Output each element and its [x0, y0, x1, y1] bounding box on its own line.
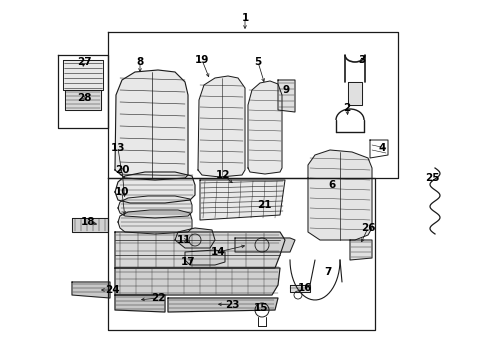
Polygon shape [200, 180, 285, 220]
Text: 18: 18 [81, 217, 95, 227]
Text: 23: 23 [224, 300, 239, 310]
Polygon shape [247, 81, 282, 174]
Text: 15: 15 [253, 303, 268, 313]
Polygon shape [115, 295, 164, 312]
Text: 26: 26 [360, 223, 374, 233]
Polygon shape [72, 218, 108, 232]
Polygon shape [118, 210, 192, 234]
Text: 10: 10 [115, 187, 129, 197]
Polygon shape [289, 285, 309, 292]
Polygon shape [307, 150, 371, 240]
Polygon shape [235, 238, 294, 252]
Text: 27: 27 [77, 57, 91, 67]
Text: 1: 1 [241, 13, 248, 23]
Polygon shape [198, 76, 244, 177]
Text: 17: 17 [181, 257, 195, 267]
Polygon shape [115, 232, 285, 268]
Text: 20: 20 [115, 165, 129, 175]
Polygon shape [65, 90, 101, 110]
Polygon shape [72, 282, 110, 298]
Polygon shape [115, 268, 280, 295]
Polygon shape [347, 82, 361, 105]
Polygon shape [115, 172, 195, 203]
Text: 6: 6 [328, 180, 335, 190]
Text: 7: 7 [324, 267, 331, 277]
Text: 4: 4 [378, 143, 385, 153]
Polygon shape [349, 240, 371, 260]
Text: 3: 3 [358, 55, 365, 65]
Polygon shape [118, 196, 192, 218]
Text: 22: 22 [150, 293, 165, 303]
Text: 13: 13 [110, 143, 125, 153]
Polygon shape [63, 60, 103, 90]
Text: 2: 2 [343, 103, 350, 113]
Text: 21: 21 [256, 200, 271, 210]
Polygon shape [184, 250, 224, 265]
Text: 9: 9 [282, 85, 289, 95]
Polygon shape [278, 80, 294, 112]
Text: 12: 12 [215, 170, 230, 180]
Polygon shape [175, 228, 215, 248]
Ellipse shape [246, 201, 268, 215]
Text: 16: 16 [297, 283, 312, 293]
Text: 24: 24 [104, 285, 119, 295]
Text: 14: 14 [210, 247, 225, 257]
Text: 5: 5 [254, 57, 261, 67]
Polygon shape [115, 70, 187, 180]
Text: 11: 11 [176, 235, 191, 245]
Text: 28: 28 [77, 93, 91, 103]
Text: 25: 25 [424, 173, 438, 183]
Text: 19: 19 [194, 55, 209, 65]
Text: 8: 8 [136, 57, 143, 67]
Polygon shape [168, 298, 278, 312]
